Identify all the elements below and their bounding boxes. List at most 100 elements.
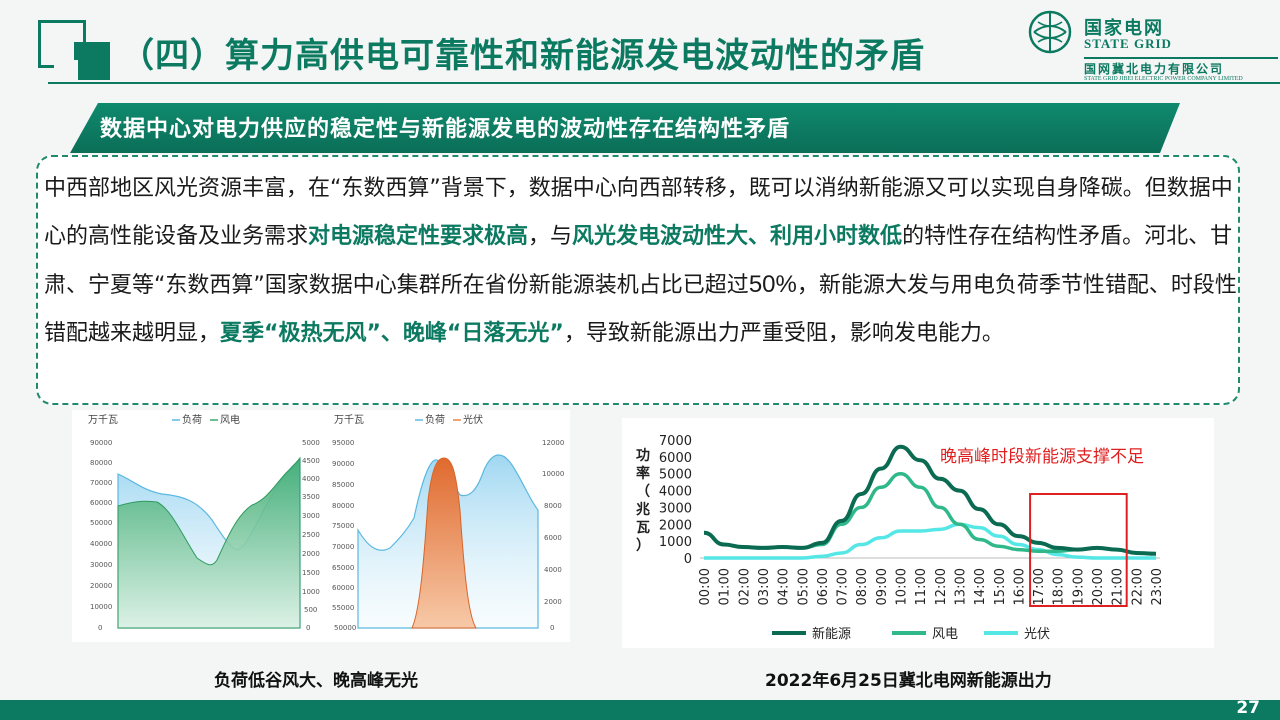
evening-peak-highlight-box <box>1029 493 1128 607</box>
chart1-unit: 万千瓦 <box>88 414 118 426</box>
svg-text:20000: 20000 <box>90 582 112 590</box>
svg-text:2000: 2000 <box>302 550 320 558</box>
y-tick-label: 4000 <box>659 485 692 500</box>
chart1-right-axis: 5000 4500 4000 3500 3000 2500 2000 1500 … <box>302 439 320 632</box>
load-vs-wind-solar-charts: 万千瓦 负荷 风电 90000 80000 70000 60000 50000 … <box>72 410 570 642</box>
svg-text:10000: 10000 <box>542 470 564 478</box>
highlight-summer-evening: 夏季“极热无风”、晚峰“日落无光” <box>220 321 564 346</box>
x-tick-label: 00:00 <box>698 568 713 605</box>
y-tick-label: 0 <box>684 552 692 567</box>
series-line-2 <box>704 522 1156 560</box>
percentage-value: 50% <box>748 271 797 298</box>
series-lines <box>703 444 1157 560</box>
x-tick-label: 18:00 <box>1052 568 1067 605</box>
svg-text:10000: 10000 <box>90 603 112 611</box>
y-tick-label: 6000 <box>659 451 692 466</box>
new-energy-output-chart: 功 率 （ 兆 瓦 ） 7000 6000 5000 4000 3000 2000 1000… <box>622 418 1214 648</box>
body-text: 的特性存在结构性矛盾。河北、甘肃、宁夏等“东数西算”国家数据中心集群所在省份新能… <box>44 224 1233 298</box>
svg-text:2000: 2000 <box>544 598 562 606</box>
page-number: 27 <box>1236 698 1260 718</box>
svg-text:90000: 90000 <box>90 439 112 447</box>
svg-text:3500: 3500 <box>302 493 320 501</box>
chart2-right-axis: 12000 10000 8000 6000 4000 2000 0 <box>542 439 564 632</box>
chart2-solar-area <box>411 457 477 629</box>
x-tick-label: 22:00 <box>1130 568 1145 605</box>
x-tick-label: 16:00 <box>1012 568 1027 605</box>
body-text: ，新能源大发与用电负荷季节性错配、时段性错配越来越明显， <box>44 273 1237 346</box>
logo-squares <box>38 20 120 92</box>
company-name-cn: 国网冀北电力有限公司 <box>1084 62 1225 76</box>
y-tick-label: 2000 <box>659 518 692 533</box>
highlight-volatility: 风光发电波动性大、利用小时数低 <box>572 224 903 249</box>
svg-text:65000: 65000 <box>332 564 354 572</box>
svg-text:55000: 55000 <box>332 604 354 612</box>
svg-text:70000: 70000 <box>332 543 354 551</box>
chart1-legend-wind: 风电 <box>220 413 240 426</box>
svg-text:12000: 12000 <box>542 439 564 447</box>
svg-text:5000: 5000 <box>302 439 320 447</box>
svg-text:40000: 40000 <box>90 540 112 548</box>
legend-label: 新能源 <box>812 626 851 642</box>
header-divider <box>48 82 1280 84</box>
x-tick-label: 06:00 <box>816 568 831 605</box>
x-tick-label: 07:00 <box>836 568 851 605</box>
svg-text:6000: 6000 <box>544 534 562 542</box>
svg-text:75000: 75000 <box>332 522 354 530</box>
svg-text:80000: 80000 <box>332 502 354 510</box>
svg-text:500: 500 <box>304 606 317 614</box>
chart2-legend-load: 负荷 <box>425 413 445 426</box>
x-tick-label: 09:00 <box>875 568 890 605</box>
legend-label: 风电 <box>932 627 958 642</box>
x-tick-label: 03:00 <box>757 568 772 605</box>
svg-text:2500: 2500 <box>302 531 320 539</box>
brand-name-cn: 国家电网 <box>1084 18 1164 39</box>
chart2-legend-solar: 光伏 <box>463 413 483 426</box>
svg-text:1000: 1000 <box>302 588 320 596</box>
y-tick-label: 1000 <box>659 535 692 550</box>
svg-text:95000: 95000 <box>332 439 354 447</box>
svg-text:瓦: 瓦 <box>636 520 650 536</box>
x-tick-label: 10:00 <box>895 568 910 605</box>
body-text: ，与 <box>528 224 573 249</box>
x-tick-label: 20:00 <box>1091 568 1106 605</box>
subtitle-banner <box>70 103 1180 153</box>
x-tick-label: 02:00 <box>737 568 752 605</box>
subtitle-banner-text: 数据中心对电力供应的稳定性与新能源发电的波动性存在结构性矛盾 <box>100 117 791 142</box>
x-tick-label: 14:00 <box>973 568 988 605</box>
paragraph-box <box>36 155 1240 405</box>
svg-text:率: 率 <box>636 465 650 482</box>
body-text: 中西部地区风光资源丰富，在“东数西算”背景下，数据中心向西部转移，既可以消纳新能… <box>44 176 1233 249</box>
y-tick-label: 7000 <box>659 434 692 449</box>
x-tick-label: 05:00 <box>796 568 811 605</box>
series-line-1 <box>703 471 1157 556</box>
x-tick-label: 13:00 <box>953 568 968 605</box>
svg-text:85000: 85000 <box>332 481 354 489</box>
svg-text:4000: 4000 <box>302 475 320 483</box>
x-tick-label: 04:00 <box>777 568 792 605</box>
state-grid-emblem-icon <box>1028 10 1072 54</box>
svg-text:8000: 8000 <box>544 502 562 510</box>
x-tick-label: 08:00 <box>855 568 870 605</box>
x-tick-label: 11:00 <box>914 568 929 605</box>
svg-text:50000: 50000 <box>334 624 356 632</box>
svg-text:70000: 70000 <box>90 479 112 487</box>
chart1-left-axis: 90000 80000 70000 60000 50000 40000 3000… <box>90 439 112 632</box>
page-title: （四）算力高供电可靠性和新能源发电波动性的矛盾 <box>120 36 925 76</box>
brand-block: 国家电网 STATE GRID 国网冀北电力有限公司 STATE GRID JI… <box>1028 8 1278 82</box>
chart2-unit: 万千瓦 <box>334 414 364 426</box>
small-area-charts: 万千瓦 负荷 风电 90000 80000 70000 60000 50000 … <box>88 413 564 632</box>
svg-text:兆: 兆 <box>636 502 650 518</box>
x-tick-label: 01:00 <box>718 568 733 605</box>
svg-text:1500: 1500 <box>302 569 320 577</box>
svg-text:90000: 90000 <box>332 460 354 468</box>
svg-text:0: 0 <box>550 624 554 632</box>
caption-left: 负荷低谷风大、晚高峰无光 <box>214 671 418 691</box>
svg-text:4000: 4000 <box>544 566 562 574</box>
chart-annotation: 晚高峰时段新能源支撑不足 <box>940 447 1144 467</box>
x-tick-label: 17:00 <box>1032 568 1047 605</box>
svg-text:3000: 3000 <box>302 512 320 520</box>
legend-label: 光伏 <box>1024 627 1050 642</box>
x-tick-label: 21:00 <box>1111 568 1126 605</box>
x-axis-ticks: 00:00 01:00 02:00 03:00 04:00 05:00 06:00 07:00… <box>698 568 1165 605</box>
